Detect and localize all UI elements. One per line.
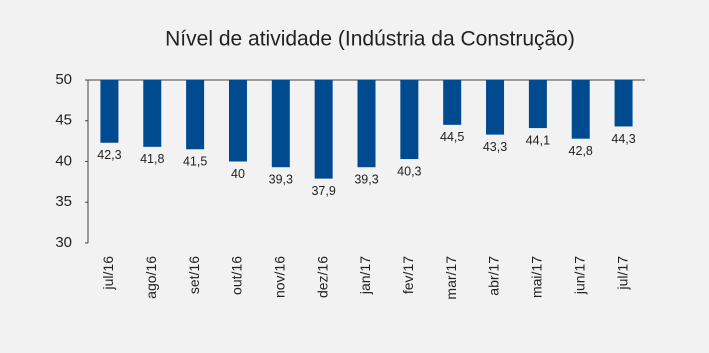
x-tick-label: mai/17	[529, 256, 545, 298]
chart-title: Nível de atividade (Indústria da Constru…	[165, 28, 575, 51]
value-label: 41,5	[183, 155, 207, 169]
x-tick-label: jan/17	[357, 256, 373, 295]
value-label: 41,8	[140, 152, 164, 166]
bar	[271, 80, 290, 168]
value-label: 39,3	[269, 173, 293, 187]
bar	[186, 80, 205, 150]
y-tick-label: 45	[55, 112, 72, 129]
x-tick-label: nov/16	[272, 256, 288, 298]
x-tick-label: ago/16	[143, 256, 159, 299]
y-tick-label: 40	[55, 152, 72, 169]
y-tick-label: 35	[55, 193, 72, 210]
bar	[614, 80, 633, 127]
value-label: 44,5	[440, 130, 464, 144]
value-label: 44,1	[526, 133, 550, 147]
x-tick-label: fev/17	[400, 256, 416, 294]
value-label: 42,3	[97, 148, 121, 162]
x-tick-label: dez/16	[314, 256, 330, 298]
value-label: 40,3	[397, 164, 421, 178]
bar	[314, 80, 333, 179]
value-label: 37,9	[311, 184, 335, 198]
bar	[143, 80, 162, 147]
bar	[443, 80, 462, 125]
bar	[357, 80, 376, 168]
bar	[100, 80, 119, 143]
bar	[228, 80, 247, 162]
x-tick-label: jul/17	[614, 256, 630, 291]
value-label: 43,3	[483, 140, 507, 154]
bar	[486, 80, 505, 135]
x-tick-label: jun/17	[571, 256, 587, 295]
x-tick-label: jul/16	[100, 256, 116, 291]
x-tick-label: set/16	[186, 256, 202, 294]
y-tick-label: 50	[55, 71, 72, 88]
x-tick-label: abr/17	[486, 256, 502, 296]
value-label: 44,3	[611, 132, 635, 146]
value-label: 42,8	[569, 144, 593, 158]
bar	[528, 80, 547, 129]
bar	[400, 80, 419, 160]
value-label: 39,3	[354, 173, 378, 187]
x-tick-label: mar/17	[443, 256, 459, 300]
y-tick-label: 30	[55, 234, 72, 251]
bar	[571, 80, 590, 139]
value-label: 40	[231, 167, 245, 181]
x-tick-label: out/16	[229, 256, 245, 295]
